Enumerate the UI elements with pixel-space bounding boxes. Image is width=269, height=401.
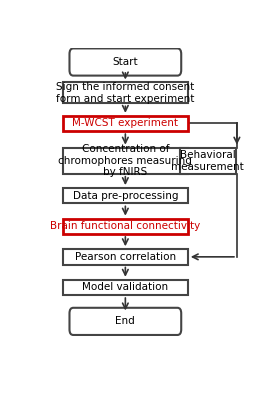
FancyBboxPatch shape — [179, 148, 236, 174]
Text: Concentration of
chromophores measuring
by fNIRS: Concentration of chromophores measuring … — [58, 144, 192, 177]
FancyBboxPatch shape — [63, 188, 188, 203]
FancyBboxPatch shape — [69, 49, 181, 76]
Text: Brain functional connectivity: Brain functional connectivity — [50, 221, 200, 231]
FancyBboxPatch shape — [63, 148, 188, 174]
Text: Data pre-processing: Data pre-processing — [73, 191, 178, 201]
Text: M-WCST experiment: M-WCST experiment — [72, 118, 178, 128]
Text: Behavioral
measurement: Behavioral measurement — [171, 150, 244, 172]
FancyBboxPatch shape — [63, 280, 188, 295]
Text: Model validation: Model validation — [82, 282, 168, 292]
FancyBboxPatch shape — [63, 219, 188, 234]
FancyBboxPatch shape — [63, 116, 188, 131]
Text: Sign the informed consent
form and start experiment: Sign the informed consent form and start… — [56, 82, 194, 104]
FancyBboxPatch shape — [63, 249, 188, 265]
FancyBboxPatch shape — [63, 82, 188, 103]
Text: Start: Start — [112, 57, 138, 67]
FancyBboxPatch shape — [69, 308, 181, 335]
Text: End: End — [115, 316, 135, 326]
Text: Pearson correlation: Pearson correlation — [75, 252, 176, 262]
